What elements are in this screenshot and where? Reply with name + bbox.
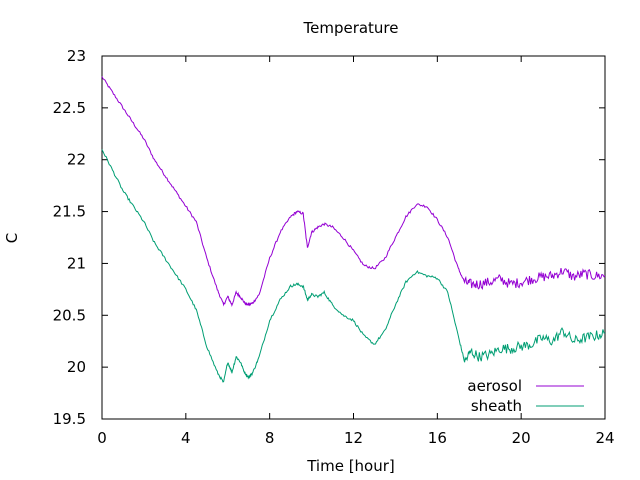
x-tick-label: 12: [344, 429, 363, 447]
x-tick-label: 24: [595, 429, 614, 447]
legend-label: sheath: [471, 397, 522, 415]
x-axis-label: Time [hour]: [306, 457, 395, 475]
chart-title: Temperature: [302, 19, 398, 37]
x-axis: 0 4 8 12 16 20 24: [97, 56, 615, 447]
y-tick-label: 20: [67, 358, 86, 376]
y-tick-label: 19.5: [53, 410, 86, 428]
plot-border: [101, 55, 606, 420]
legend: aerosol sheath: [467, 377, 584, 415]
y-tick-label: 21: [67, 254, 86, 272]
y-axis: 19.5 20 20.5 21 21.5 22 22.5 23: [53, 47, 605, 428]
series-line-sheath: [101, 149, 606, 383]
y-tick-label: 21.5: [53, 203, 86, 221]
y-tick-label: 22: [67, 151, 86, 169]
y-tick-label: 22.5: [53, 99, 86, 117]
x-tick-label: 20: [512, 429, 531, 447]
y-tick-label: 23: [67, 47, 86, 65]
series-line-aerosol: [101, 76, 606, 307]
y-axis-label: C: [3, 233, 21, 243]
legend-label: aerosol: [467, 377, 522, 395]
x-tick-label: 16: [428, 429, 447, 447]
y-tick-label: 20.5: [53, 306, 86, 324]
x-tick-label: 4: [181, 429, 191, 447]
x-tick-label: 0: [97, 429, 107, 447]
x-tick-label: 8: [265, 429, 275, 447]
series-group: [101, 76, 606, 383]
